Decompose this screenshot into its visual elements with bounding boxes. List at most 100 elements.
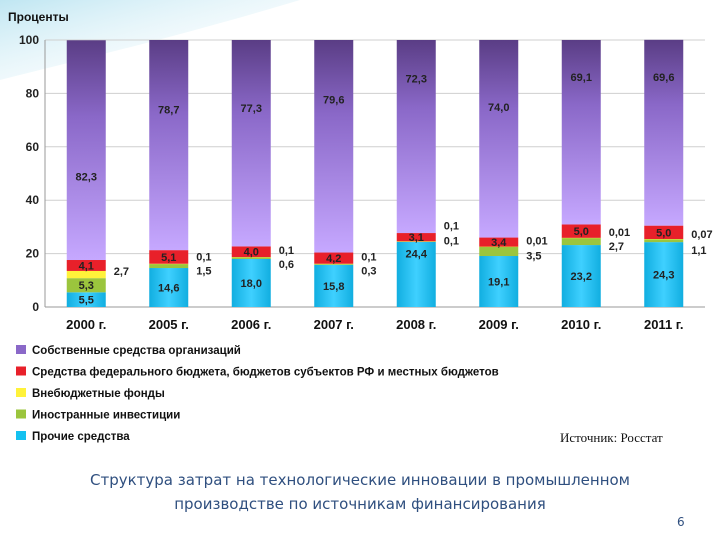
- bar-segment-4-8: [644, 225, 684, 239]
- data-label: 2,7: [114, 266, 129, 278]
- bar-segment-4-4: [314, 252, 354, 264]
- data-label: 4,2: [326, 253, 341, 265]
- data-label: 23,2: [571, 271, 592, 283]
- data-label: 0,1: [279, 245, 294, 257]
- data-label: 74,0: [488, 102, 509, 114]
- data-label: 1,1: [691, 245, 706, 257]
- data-label: 4,0: [244, 247, 259, 259]
- data-label: 18,0: [241, 278, 262, 290]
- legend-swatch-4: [16, 409, 26, 419]
- data-label: 0,01: [526, 236, 547, 248]
- data-label: 4,1: [79, 260, 94, 272]
- x-tick-label: 2006 г.: [231, 317, 271, 332]
- y-tick-label: 60: [26, 140, 40, 154]
- bar-segment-5-3: [231, 40, 271, 247]
- data-label: 0,1: [444, 235, 459, 247]
- bar-segment-1-2: [149, 268, 189, 307]
- data-label: 2,7: [609, 241, 624, 253]
- y-tick-label: 0: [32, 300, 39, 314]
- data-label: 19,1: [488, 277, 509, 289]
- legend-swatch-2: [16, 366, 26, 376]
- chart-legend: Собственные средства организаций Средства…: [16, 345, 499, 443]
- x-tick-label: 2009 г.: [479, 317, 519, 332]
- bar-segment-1-4: [314, 264, 354, 307]
- data-label: 24,4: [406, 249, 428, 261]
- chart-bars: [66, 39, 684, 307]
- x-tick-label: 2008 г.: [396, 317, 436, 332]
- bar-segment-2-1: [66, 278, 106, 293]
- legend-label-2: Средства федерального бюджета, бюджетов …: [32, 367, 499, 379]
- data-label: 14,6: [158, 283, 179, 295]
- data-label: 0,01: [609, 227, 630, 239]
- legend-label-4: Иностранные инвестиции: [32, 410, 180, 422]
- y-tick-label: 40: [26, 193, 40, 207]
- data-label: 79,6: [323, 95, 344, 107]
- data-label: 5,5: [79, 295, 94, 307]
- data-label: 5,0: [656, 227, 671, 239]
- source-note: Источник: Росстат: [560, 430, 663, 445]
- x-tick-label: 2010 г.: [561, 317, 601, 332]
- bar-segment-5-1: [66, 40, 106, 261]
- bar-segment-5-5: [396, 40, 436, 234]
- bar-segment-2-3: [231, 257, 271, 259]
- data-label: 1,5: [196, 266, 211, 278]
- data-label: 3,5: [526, 251, 541, 263]
- y-axis-unit-label: Проценты: [8, 10, 69, 24]
- legend-label-5: Прочие средства: [32, 431, 130, 443]
- x-tick-label: 2005 г.: [149, 317, 189, 332]
- x-tick-label: 2011 г.: [644, 317, 684, 332]
- bar-segment-1-6: [479, 256, 519, 307]
- bar-segment-4-1: [66, 260, 106, 271]
- data-label: 0,07: [691, 229, 712, 241]
- legend-label-1: Собственные средства организаций: [32, 345, 241, 357]
- data-label: 78,7: [158, 104, 179, 116]
- bar-segment-5-2: [149, 40, 189, 251]
- data-label: 0,3: [361, 266, 376, 278]
- x-tick-label: 2007 г.: [314, 317, 354, 332]
- data-label: 5,3: [79, 280, 94, 292]
- bar-segment-1-5: [396, 241, 436, 307]
- bar-segment-1-3: [231, 258, 271, 307]
- data-label: 24,3: [653, 270, 674, 282]
- bar-segment-4-5: [396, 233, 436, 242]
- stacked-bar-chart: Проценты 5,5 5,3 2,7 4,1 82,3 14,6 5,1 0,1 1,5 78…: [0, 0, 713, 443]
- bar-segment-5-4: [314, 40, 354, 253]
- bar-segment-1-8: [644, 242, 684, 307]
- data-label: 69,6: [653, 72, 674, 84]
- data-label: 77,3: [241, 103, 262, 115]
- data-label: 0,1: [361, 252, 376, 264]
- data-label: 3,1: [409, 232, 424, 244]
- bar-segment-2-2: [149, 264, 189, 269]
- bar-segment-4-3: [231, 246, 271, 258]
- data-label: 72,3: [406, 74, 427, 86]
- data-label: 3,4: [491, 237, 507, 249]
- legend-swatch-3: [16, 388, 26, 397]
- bar-segment-5-8: [644, 39, 684, 226]
- data-label: 82,3: [76, 172, 97, 184]
- x-axis-ticks: 2000 г. 2005 г. 2006 г. 2007 г. 2008 г. 2009 …: [66, 317, 683, 332]
- bar-segment-1-7: [561, 245, 601, 307]
- data-label: 0,1: [444, 220, 459, 232]
- bar-segment-2-8: [644, 239, 684, 243]
- bar-segment-1-1: [66, 292, 106, 307]
- page-number: 6: [677, 515, 685, 529]
- bar-segment-3-1: [66, 270, 106, 279]
- bar-segment-2-7: [561, 237, 601, 246]
- data-label: 69,1: [571, 72, 592, 84]
- y-tick-label: 100: [19, 33, 39, 47]
- bar-segment-4-6: [479, 237, 519, 247]
- bar-segment-4-7: [561, 224, 601, 238]
- slide-caption: Структура затрат на технологические инно…: [90, 471, 630, 513]
- legend-swatch-1: [16, 345, 26, 354]
- y-tick-label: 20: [26, 247, 40, 261]
- data-label: 5,0: [574, 226, 589, 238]
- legend-swatch-5: [16, 431, 26, 440]
- bar-segment-5-6: [479, 39, 519, 238]
- y-tick-label: 80: [26, 86, 40, 100]
- data-label: 5,1: [161, 252, 176, 264]
- bar-segment-4-2: [149, 250, 189, 264]
- bar-segment-2-4: [314, 264, 354, 265]
- bar-segment-2-6: [479, 246, 519, 257]
- chart-data-labels: 5,5 5,3 2,7 4,1 82,3 14,6 5,1 0,1 1,5 78,7 18,0 4,0…: [76, 72, 713, 307]
- y-axis-ticks: 0 20 40 60 80 100: [19, 33, 39, 314]
